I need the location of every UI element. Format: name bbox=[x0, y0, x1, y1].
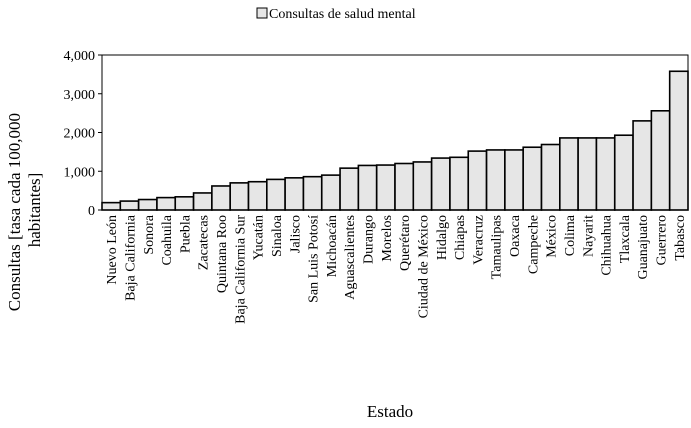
x-tick-label: Tabasco bbox=[673, 215, 688, 261]
x-tick-label: Jalisco bbox=[288, 215, 303, 253]
x-tick-label: Hidalgo bbox=[435, 215, 450, 260]
y-axis-title: Consultas [tasa cada 100,000 habitantes] bbox=[5, 109, 44, 312]
bar-m-xico bbox=[540, 143, 561, 211]
bar-guerrero bbox=[650, 110, 671, 211]
bar-tabasco bbox=[668, 70, 689, 211]
legend-swatch bbox=[256, 7, 268, 19]
x-tick-label: Guerrero bbox=[655, 215, 670, 266]
x-tick-label: Yucatán bbox=[252, 215, 267, 260]
x-axis-title: Estado bbox=[367, 402, 413, 421]
plot-frame bbox=[101, 54, 689, 211]
bar-morelos bbox=[375, 164, 396, 211]
x-tick-label: Quintana Roo bbox=[215, 215, 230, 293]
x-tick-label: Tamaulipas bbox=[490, 215, 505, 279]
x-tick-label: San Luis Potosí bbox=[307, 215, 322, 303]
bar-baja-california-sur bbox=[229, 182, 250, 211]
bar-aguascalientes bbox=[339, 167, 360, 211]
y-axis-title-line-2: habitantes] bbox=[25, 173, 44, 248]
bar-yucat-n bbox=[247, 180, 268, 211]
bar-guanajuato bbox=[632, 120, 653, 211]
x-tick-label: Aguascalientes bbox=[343, 215, 358, 300]
bar-tamaulipas bbox=[485, 149, 506, 211]
x-tick-label: Nayarit bbox=[581, 215, 596, 257]
bar-baja-california bbox=[119, 200, 140, 211]
bar-quer-taro bbox=[394, 162, 415, 211]
x-tick-label: Chiapas bbox=[453, 215, 468, 260]
bar-chihuahua bbox=[595, 137, 616, 211]
bars bbox=[101, 70, 689, 211]
x-tick-label: Ciudad de México bbox=[416, 215, 431, 318]
y-axis-title-line-1: Consultas [tasa cada 100,000 bbox=[5, 113, 24, 311]
legend-label: Consultas de salud mental bbox=[269, 7, 416, 22]
bar-campeche bbox=[522, 146, 543, 211]
x-tick-label: Campeche bbox=[526, 215, 541, 274]
bar-hidalgo bbox=[430, 157, 451, 211]
bar-oaxaca bbox=[504, 149, 524, 211]
x-tick-label: Chihuahua bbox=[600, 214, 615, 275]
bar-nuevo-le-n bbox=[101, 201, 122, 211]
bar-zacatecas bbox=[192, 192, 213, 211]
x-tick-label: Colima bbox=[563, 214, 578, 256]
bar-puebla bbox=[174, 196, 195, 211]
x-tick-label: Veracruz bbox=[471, 215, 486, 265]
x-tick-label: Morelos bbox=[380, 215, 395, 262]
bar-colima bbox=[559, 137, 579, 211]
x-tick-label: Tlaxcala bbox=[618, 214, 633, 263]
x-tick-label: Baja California bbox=[123, 214, 138, 301]
bar-michoac-n bbox=[320, 174, 341, 211]
x-tick-label: Guanajuato bbox=[636, 215, 651, 280]
bar-sonora bbox=[137, 198, 158, 211]
legend: Consultas de salud mental bbox=[256, 7, 416, 22]
x-tick-label: Puebla bbox=[178, 214, 193, 253]
y-tick-label: 3,000 bbox=[64, 88, 96, 103]
bar-sinaloa bbox=[266, 178, 286, 211]
x-tick-label: Oaxaca bbox=[508, 214, 523, 257]
x-tick-label: Sinaloa bbox=[270, 214, 285, 257]
x-tick-label: Baja California Sur bbox=[233, 215, 248, 324]
y-axis-ticks: 0 1,000 2,000 3,000 4,000 bbox=[64, 49, 102, 219]
y-tick-label: 2,000 bbox=[64, 127, 96, 142]
bar-durango bbox=[357, 164, 378, 211]
y-tick-label: 0 bbox=[88, 204, 95, 219]
bar-tlaxcala bbox=[613, 134, 634, 211]
x-tick-label: Zacatecas bbox=[197, 215, 212, 270]
x-tick-label: Querétaro bbox=[398, 215, 413, 271]
bar-san-luis-potos- bbox=[302, 175, 323, 211]
bar-jalisco bbox=[284, 177, 305, 211]
bar-coahuila bbox=[156, 196, 177, 211]
x-tick-label: Coahuila bbox=[160, 214, 175, 265]
bar-ciudad-de-m-xico bbox=[412, 161, 433, 211]
x-tick-label: México bbox=[545, 215, 560, 258]
x-tick-label: Durango bbox=[362, 215, 377, 264]
x-tick-label: Sonora bbox=[142, 214, 157, 254]
bar-chiapas bbox=[449, 156, 470, 211]
x-tick-label: Nuevo León bbox=[105, 215, 120, 285]
bar-veracruz bbox=[467, 150, 488, 211]
y-tick-label: 4,000 bbox=[64, 49, 96, 64]
category-labels: Nuevo León Baja California Sonora Coahuila P… bbox=[105, 214, 688, 324]
bar-quintana-roo bbox=[211, 185, 231, 211]
bar-nayarit bbox=[577, 137, 598, 211]
y-tick-label: 1,000 bbox=[64, 165, 96, 180]
x-tick-label: Michoacán bbox=[325, 215, 340, 277]
